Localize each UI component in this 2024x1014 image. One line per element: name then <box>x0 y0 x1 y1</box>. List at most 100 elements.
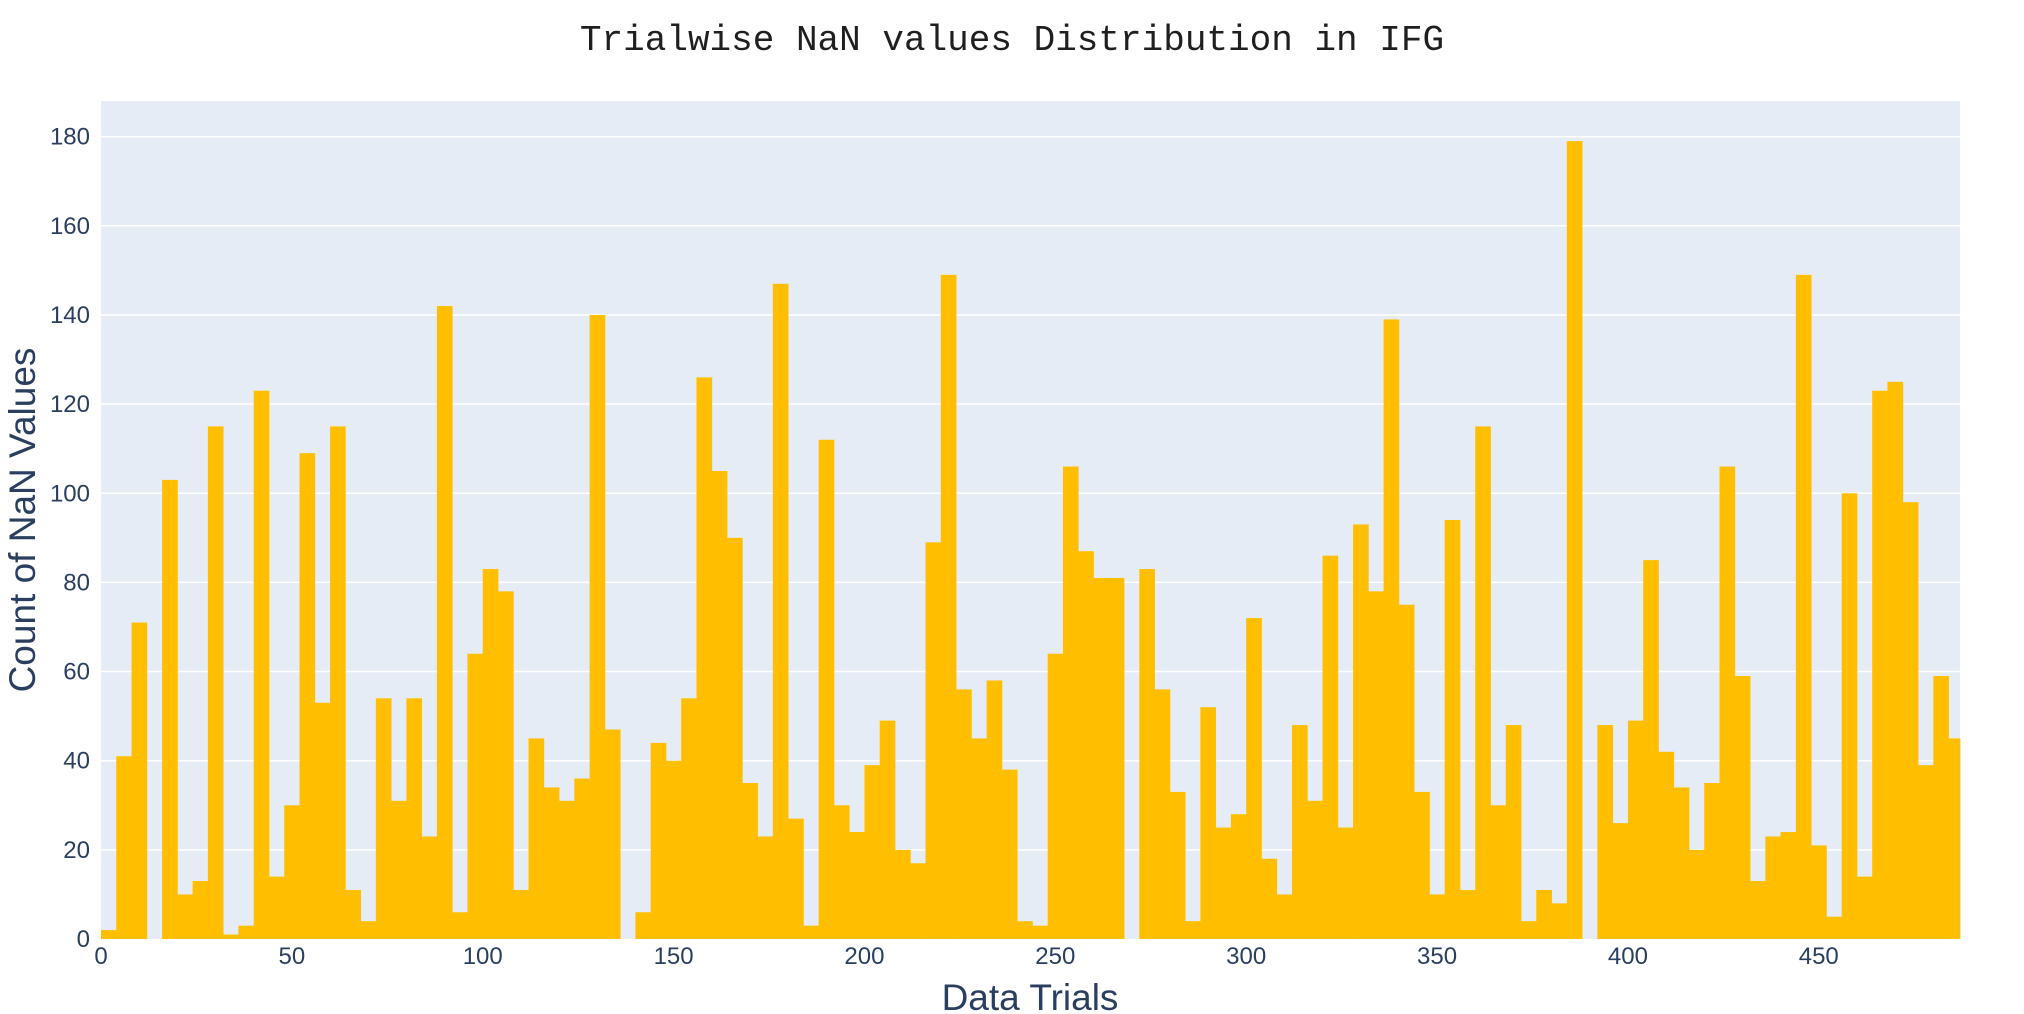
bar-6 <box>192 881 209 939</box>
bar-71 <box>1185 921 1201 939</box>
bar-117 <box>1887 381 1904 939</box>
bar-1 <box>116 756 132 939</box>
bar-11 <box>268 876 285 939</box>
bar-5 <box>177 894 194 939</box>
bar-94 <box>1536 889 1552 939</box>
bar-106 <box>1719 466 1736 939</box>
y-tick-label: 100 <box>50 480 90 507</box>
bar-36 <box>650 742 667 939</box>
y-tick-label: 180 <box>50 124 90 151</box>
x-axis-ticks: 0 50 100 150 200 250 300 350 400 450 <box>94 943 1838 970</box>
bar-0 <box>101 930 117 939</box>
bar-19 <box>391 800 407 939</box>
bar-82 <box>1353 524 1369 939</box>
bar-114 <box>1841 493 1858 939</box>
bar-13 <box>299 453 316 939</box>
x-tick-label: 350 <box>1417 943 1457 970</box>
bar-119 <box>1918 765 1934 939</box>
bar-31 <box>574 778 591 939</box>
y-axis-title: Count of NaN Values <box>2 348 43 693</box>
bar-91 <box>1490 805 1507 939</box>
bar-76 <box>1261 858 1278 939</box>
bar-77 <box>1276 894 1293 939</box>
bar-102 <box>1658 751 1675 939</box>
bar-98 <box>1597 725 1614 939</box>
bar-28 <box>528 738 545 939</box>
bar-45 <box>788 818 804 939</box>
bar-87 <box>1429 894 1446 939</box>
bar-48 <box>833 805 850 939</box>
bar-26 <box>497 591 514 939</box>
bar-99 <box>1612 823 1629 939</box>
y-tick-label: 140 <box>50 302 90 329</box>
bar-9 <box>238 925 255 939</box>
bar-107 <box>1734 676 1751 939</box>
bar-50 <box>864 765 881 939</box>
bar-4 <box>162 479 178 939</box>
bar-84 <box>1383 319 1400 939</box>
x-tick-label: 150 <box>654 943 694 970</box>
bar-37 <box>665 760 682 939</box>
bar-35 <box>635 912 652 939</box>
bar-41 <box>727 537 743 939</box>
bar-79 <box>1307 800 1323 939</box>
bar-20 <box>406 698 423 939</box>
bar-22 <box>436 306 453 939</box>
bar-73 <box>1215 827 1232 939</box>
bar-64 <box>1078 551 1094 939</box>
bar-2 <box>131 622 148 939</box>
bar-100 <box>1627 720 1644 939</box>
bar-60 <box>1017 921 1033 939</box>
bar-115 <box>1856 876 1873 939</box>
bar-116 <box>1872 390 1888 940</box>
bar-55 <box>940 274 957 939</box>
bar-65 <box>1093 577 1110 939</box>
bar-21 <box>421 836 438 939</box>
bar-83 <box>1368 591 1384 939</box>
bar-118 <box>1902 502 1919 939</box>
bar-30 <box>559 800 575 939</box>
x-tick-label: 100 <box>463 943 503 970</box>
bar-42 <box>742 782 758 939</box>
bar-95 <box>1551 903 1568 939</box>
bar-57 <box>971 738 988 939</box>
y-tick-label: 0 <box>77 926 90 953</box>
bar-63 <box>1062 466 1079 939</box>
bar-59 <box>1001 769 1018 939</box>
bar-74 <box>1230 814 1247 939</box>
bar-112 <box>1811 845 1827 939</box>
bar-24 <box>467 653 484 939</box>
bar-101 <box>1643 560 1659 939</box>
bar-103 <box>1673 787 1690 939</box>
bar-44 <box>772 283 789 939</box>
bar-92 <box>1505 725 1522 939</box>
bar-25 <box>482 569 499 939</box>
bar-104 <box>1688 849 1705 939</box>
bar-51 <box>879 720 896 939</box>
bar-29 <box>543 787 560 939</box>
x-tick-label: 0 <box>94 943 107 970</box>
bar-54 <box>925 542 942 939</box>
bar-49 <box>849 832 865 939</box>
bar-27 <box>513 889 529 939</box>
bar-56 <box>956 689 972 939</box>
bar-75 <box>1246 618 1262 939</box>
x-axis-title: Data Trials <box>942 977 1119 1014</box>
bar-15 <box>330 426 346 939</box>
bar-113 <box>1826 916 1843 939</box>
bar-85 <box>1398 604 1415 939</box>
bar-33 <box>604 729 621 939</box>
bar-39 <box>696 377 713 939</box>
x-tick-label: 250 <box>1035 943 1075 970</box>
bar-18 <box>375 698 392 939</box>
x-tick-label: 200 <box>844 943 884 970</box>
bar-8 <box>223 934 239 939</box>
y-tick-label: 160 <box>50 213 90 240</box>
bar-105 <box>1704 782 1720 939</box>
bar-109 <box>1765 836 1781 939</box>
bar-46 <box>803 925 820 939</box>
bar-68 <box>1139 569 1155 939</box>
bar-108 <box>1750 881 1766 939</box>
bar-53 <box>910 863 926 939</box>
bar-43 <box>757 836 774 939</box>
